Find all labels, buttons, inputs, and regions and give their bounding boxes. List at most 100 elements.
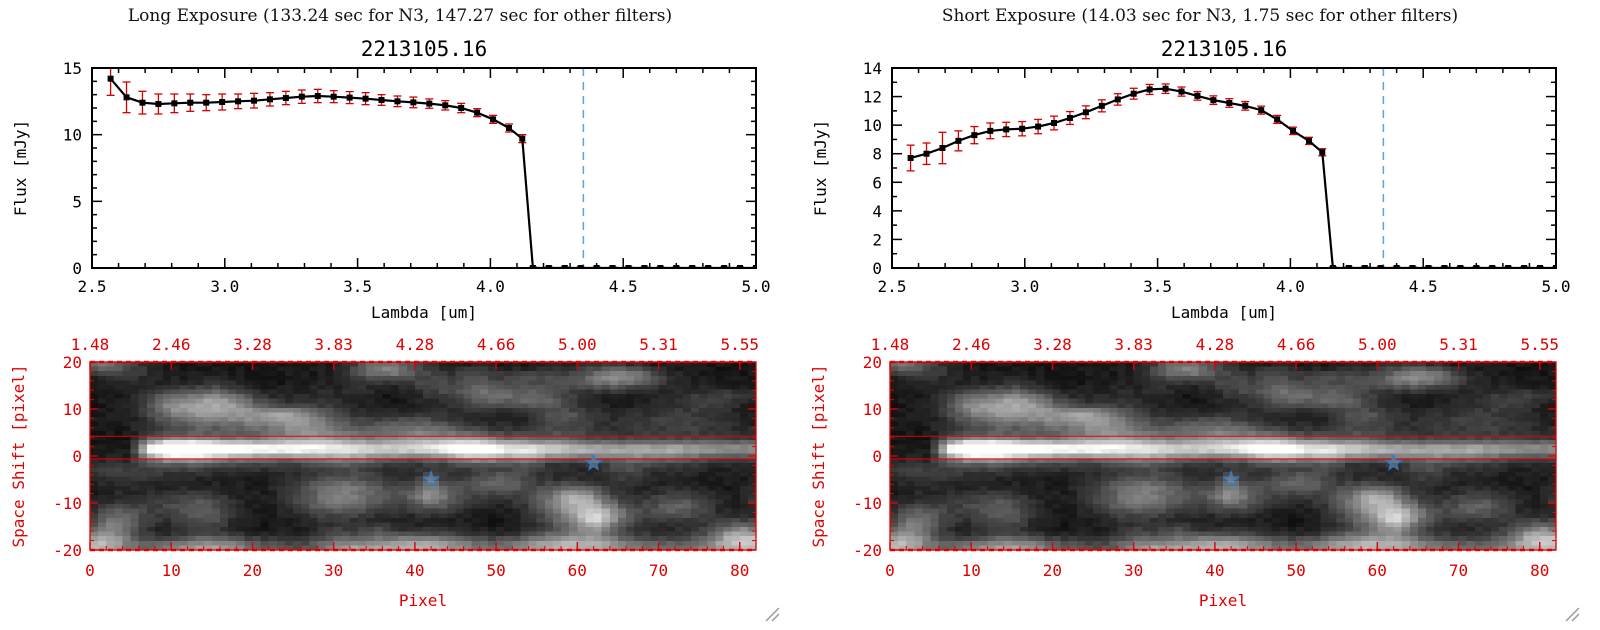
top-axis-label: 4.66: [1277, 335, 1316, 354]
top-axis-label: 3.28: [1033, 335, 1072, 354]
y-tick-label: 14: [863, 59, 882, 78]
x-axis-title: Pixel: [399, 591, 447, 610]
x-tick-label: 70: [649, 561, 668, 580]
data-point-marker: [1242, 102, 1249, 109]
y-tick-label: 5: [72, 192, 82, 211]
x-tick-label: 80: [730, 561, 749, 580]
y-tick-label: 20: [863, 353, 882, 372]
exposure-header-short: Short Exposure (14.03 sec for N3, 1.75 s…: [941, 6, 1459, 26]
y-axis-title: Flux [mJy]: [811, 120, 830, 216]
y-tick-label: 0: [72, 259, 82, 278]
data-point-marker: [529, 265, 536, 268]
y-axis-title: Space Shift [pixel]: [9, 364, 28, 547]
data-point-marker: [1553, 265, 1556, 268]
x-tick-label: 4.5: [1409, 277, 1438, 296]
resize-grip-icon[interactable]: [1564, 606, 1580, 622]
image-frame: [889, 361, 1557, 551]
data-point-marker: [1019, 125, 1026, 132]
top-axis-label: 5.00: [558, 335, 597, 354]
data-point-marker: [1457, 265, 1464, 268]
flux-line: [910, 87, 1556, 268]
data-point-marker: [753, 265, 756, 268]
data-point-marker: [1194, 92, 1201, 99]
x-tick-label: 4.0: [1276, 277, 1305, 296]
flux-chart-short: 2213105.16 2.5 3.0 3.5 4.0 4.5 5.0 0 2 4 6 8 10 12 14 L…: [811, 37, 1570, 322]
data-point-marker: [907, 155, 914, 161]
x-axis-title: Lambda [um]: [1171, 303, 1277, 322]
y-axis-title: Space Shift [pixel]: [809, 364, 828, 547]
data-point-marker: [1319, 149, 1326, 156]
data-point-marker: [1361, 265, 1368, 268]
data-point-marker: [107, 75, 114, 82]
data-point-marker: [625, 265, 632, 268]
x-tick-label: 60: [1368, 561, 1387, 580]
top-axis-label: 5.55: [720, 335, 759, 354]
y-tick-label: 10: [63, 126, 82, 145]
data-point-marker: [1377, 265, 1384, 268]
data-point-marker: [689, 265, 696, 268]
image-axes-overlay: 0 10 20 30 40 50 60 70 80 1.48 2.46 3.28 3.83 4.28 4.6…: [809, 335, 1559, 610]
data-point-marker: [641, 265, 648, 268]
image-axes-overlay: 0 10 20 30 40 50 60 70 80 1.48 2.46 3.28 3.83 4.28 4.6…: [9, 335, 759, 610]
y-tick-label: -20: [53, 541, 82, 560]
data-point-marker: [1345, 265, 1352, 268]
data-point-marker: [330, 93, 337, 100]
data-point-marker: [939, 145, 946, 151]
top-axis-label: 2.46: [952, 335, 991, 354]
resize-grip-icon[interactable]: [764, 606, 780, 622]
data-point-marker: [721, 265, 728, 268]
data-point-marker: [971, 132, 978, 139]
top-axis-label: 5.00: [1358, 335, 1397, 354]
data-point-marker: [1290, 127, 1297, 134]
data-point-marker: [1035, 123, 1042, 130]
y-tick-label: 6: [872, 173, 882, 192]
data-point-marker: [123, 94, 130, 101]
data-point-marker: [458, 105, 465, 111]
data-point-marker: [737, 265, 744, 268]
x-tick-label: 4.0: [476, 277, 505, 296]
x-tick-label: 50: [1286, 561, 1305, 580]
data-point-marker: [394, 98, 401, 105]
data-point-marker: [1210, 97, 1217, 104]
data-point-marker: [1066, 115, 1073, 121]
star-marker: [1222, 469, 1241, 488]
x-tick-label: 10: [162, 561, 181, 580]
data-point-marker: [1505, 265, 1512, 268]
data-point-marker: [1274, 116, 1281, 123]
y-tick-label: 0: [872, 259, 882, 278]
top-axis-label: 3.83: [1114, 335, 1153, 354]
data-point-marker: [298, 93, 305, 100]
plot-frame: [91, 67, 757, 269]
data-point-marker: [561, 265, 568, 268]
y-tick-label: 4: [872, 202, 882, 221]
data-point-marker: [609, 265, 616, 268]
top-axis-label: 4.28: [396, 335, 435, 354]
x-tick-label: 80: [1530, 561, 1549, 580]
x-tick-label: 0: [85, 561, 95, 580]
data-point-marker: [1441, 265, 1448, 268]
x-tick-label: 40: [1205, 561, 1224, 580]
y-tick-label: 12: [863, 88, 882, 107]
star-marker: [422, 469, 441, 488]
y-tick-label: 10: [63, 400, 82, 419]
data-point-marker: [187, 99, 194, 106]
image-frame: [89, 361, 757, 551]
data-point-marker: [378, 97, 385, 103]
x-tick-label: 5.0: [742, 277, 771, 296]
data-point-marker: [490, 116, 497, 123]
top-axis-label: 3.83: [314, 335, 353, 354]
data-point-marker: [1178, 88, 1185, 95]
spectral-2d-image: [90, 362, 756, 550]
data-point-marker: [282, 95, 289, 101]
top-axis-label: 5.31: [1439, 335, 1478, 354]
data-point-marker: [1329, 265, 1336, 268]
data-point-marker: [1521, 265, 1528, 268]
data-point-marker: [505, 125, 512, 131]
exposure-header-long: Long Exposure (133.24 sec for N3, 147.27…: [127, 6, 673, 26]
top-axis-label: 4.28: [1196, 335, 1235, 354]
y-tick-label: 10: [863, 116, 882, 135]
data-point-marker: [1425, 265, 1432, 268]
x-tick-label: 2.5: [878, 277, 907, 296]
data-point-marker: [955, 137, 962, 144]
